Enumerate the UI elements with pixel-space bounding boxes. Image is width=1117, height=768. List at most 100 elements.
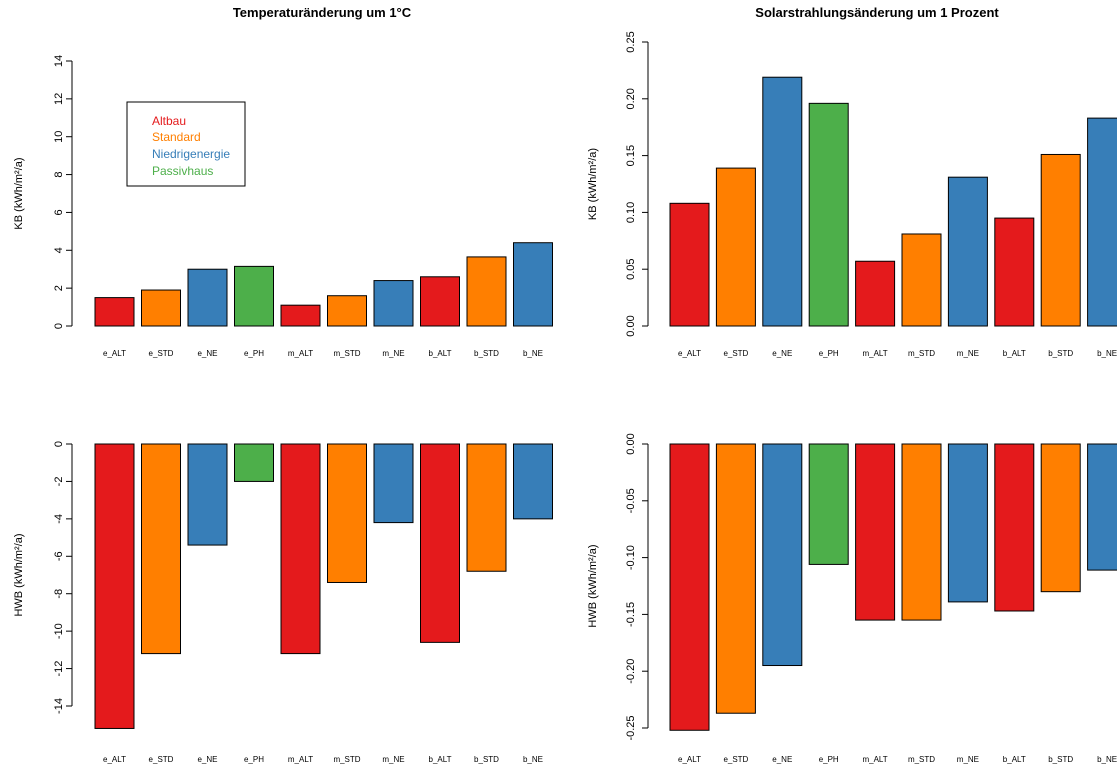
y-tick-label: 0.25 (625, 31, 637, 52)
category-label-e-std: e_STD (723, 755, 748, 764)
legend-entry-standard: Standard (152, 130, 201, 144)
category-label-b-std: b_STD (1048, 349, 1073, 358)
y-tick-label: -8 (53, 589, 65, 599)
y-tick-label: -0.05 (625, 488, 637, 513)
category-label-b-alt: b_ALT (429, 349, 452, 358)
bar-e-ph (234, 443, 274, 482)
legend-box (126, 101, 246, 187)
bar-e-ne (187, 268, 228, 327)
y-axis-label: KB (kWh/m²/a) (587, 148, 599, 220)
bar-m-std (327, 295, 367, 327)
bar-e-ph (234, 265, 274, 327)
category-label-e-alt: e_ALT (678, 755, 701, 764)
legend-entry-altbau: Altbau (152, 114, 186, 128)
bar-b-ne (513, 242, 553, 327)
bar-e-std (715, 443, 756, 714)
category-label-e-std: e_STD (723, 349, 748, 358)
legend: Altbau Standard Niedrigenergie Passivhau… (126, 101, 246, 187)
category-label-e-ne: e_NE (772, 349, 792, 358)
y-tick-label: -4 (53, 514, 65, 524)
bar-m-ne (947, 443, 988, 603)
category-label-e-ne: e_NE (772, 755, 792, 764)
y-tick-label: -0.20 (625, 659, 637, 684)
category-label-b-ne: b_NE (1097, 755, 1117, 764)
y-tick-label: -6 (53, 551, 65, 561)
category-label-m-alt: m_ALT (288, 349, 313, 358)
y-tick-label: -10 (53, 623, 65, 639)
y-axis-label: HWB (kWh/m²/a) (13, 533, 25, 616)
category-label-m-std: m_STD (908, 349, 935, 358)
bar-m-alt (855, 443, 896, 621)
bar-e-std (715, 167, 756, 327)
bar-b-alt (994, 217, 1035, 327)
bar-e-std (141, 443, 181, 655)
bar-b-ne (1087, 117, 1117, 327)
panel-temperature-hwb: HWB (kWh/m²/a) -14 -12 -10 -8 -6 -4 -2 0 e_ALT e_S… (13, 441, 553, 764)
y-tick-label: -14 (53, 698, 65, 714)
bar-m-alt (280, 443, 321, 655)
bar-b-std (466, 443, 507, 572)
category-label-m-alt: m_ALT (862, 349, 887, 358)
y-axis-label: KB (kWh/m²/a) (13, 157, 25, 229)
y-tick-label: -2 (53, 477, 65, 487)
y-tick-label: 4 (53, 247, 65, 253)
category-label-m-std: m_STD (908, 755, 935, 764)
category-label-e-std: e_STD (149, 349, 174, 358)
y-tick-label: 12 (53, 93, 65, 105)
category-label-m-ne: m_NE (957, 349, 979, 358)
y-tick-label: 14 (53, 55, 65, 67)
bar-m-std (901, 233, 942, 327)
category-label-e-ph: e_PH (244, 755, 264, 764)
bar-m-alt (280, 304, 321, 327)
category-label-e-alt: e_ALT (678, 349, 701, 358)
y-tick-label: 0.00 (625, 315, 637, 336)
y-tick-label: 0 (53, 323, 65, 329)
category-label-e-ph: e_PH (819, 755, 839, 764)
panel-temperature-kb: Temperaturänderung um 1°C KB (kWh/m²/a) 0 2… (13, 5, 553, 358)
category-label-b-ne: b_NE (523, 349, 543, 358)
category-label-b-std: b_STD (474, 755, 499, 764)
category-label-e-std: e_STD (149, 755, 174, 764)
bar-m-std (901, 443, 942, 621)
bar-e-ne (762, 443, 803, 667)
category-label-e-ph: e_PH (819, 349, 839, 358)
y-tick-label: 8 (53, 172, 65, 178)
bar-m-ne (373, 280, 414, 327)
category-label-b-std: b_STD (474, 349, 499, 358)
category-label-m-alt: m_ALT (288, 755, 313, 764)
category-label-m-std: m_STD (333, 349, 360, 358)
bar-m-alt (855, 260, 896, 327)
bar-b-std (1040, 443, 1081, 593)
y-tick-label: 0.00 (625, 433, 637, 454)
bar-e-alt (94, 443, 135, 729)
y-tick-label: -12 (53, 661, 65, 677)
bar-m-ne (373, 443, 414, 524)
category-label-m-ne: m_NE (382, 755, 404, 764)
y-tick-label: 6 (53, 209, 65, 215)
chart-title: Solarstrahlungsänderung um 1 Prozent (755, 5, 999, 20)
category-label-b-alt: b_ALT (429, 755, 452, 764)
y-tick-label: 0.15 (625, 145, 637, 166)
y-tick-label: 10 (53, 131, 65, 143)
category-label-b-ne: b_NE (1097, 349, 1117, 358)
bar-b-alt (420, 276, 460, 327)
y-tick-label: -0.25 (625, 715, 637, 740)
bar-e-alt (669, 202, 710, 327)
category-label-m-alt: m_ALT (862, 755, 887, 764)
bar-m-ne (947, 176, 988, 327)
bar-b-ne (1087, 443, 1117, 571)
bar-e-alt (94, 297, 135, 327)
chart-title: Temperaturänderung um 1°C (233, 5, 412, 20)
bar-e-ne (187, 443, 228, 546)
bar-b-ne (513, 443, 553, 520)
category-label-m-std: m_STD (333, 755, 360, 764)
bar-e-ph (808, 102, 849, 327)
bar-b-std (466, 256, 507, 327)
bar-b-alt (420, 443, 460, 643)
y-axis-label: HWB (kWh/m²/a) (587, 544, 599, 627)
category-label-b-alt: b_ALT (1003, 755, 1026, 764)
category-label-e-ne: e_NE (197, 755, 217, 764)
legend-entry-passivhaus: Passivhaus (152, 164, 213, 178)
bar-e-ph (808, 443, 849, 565)
